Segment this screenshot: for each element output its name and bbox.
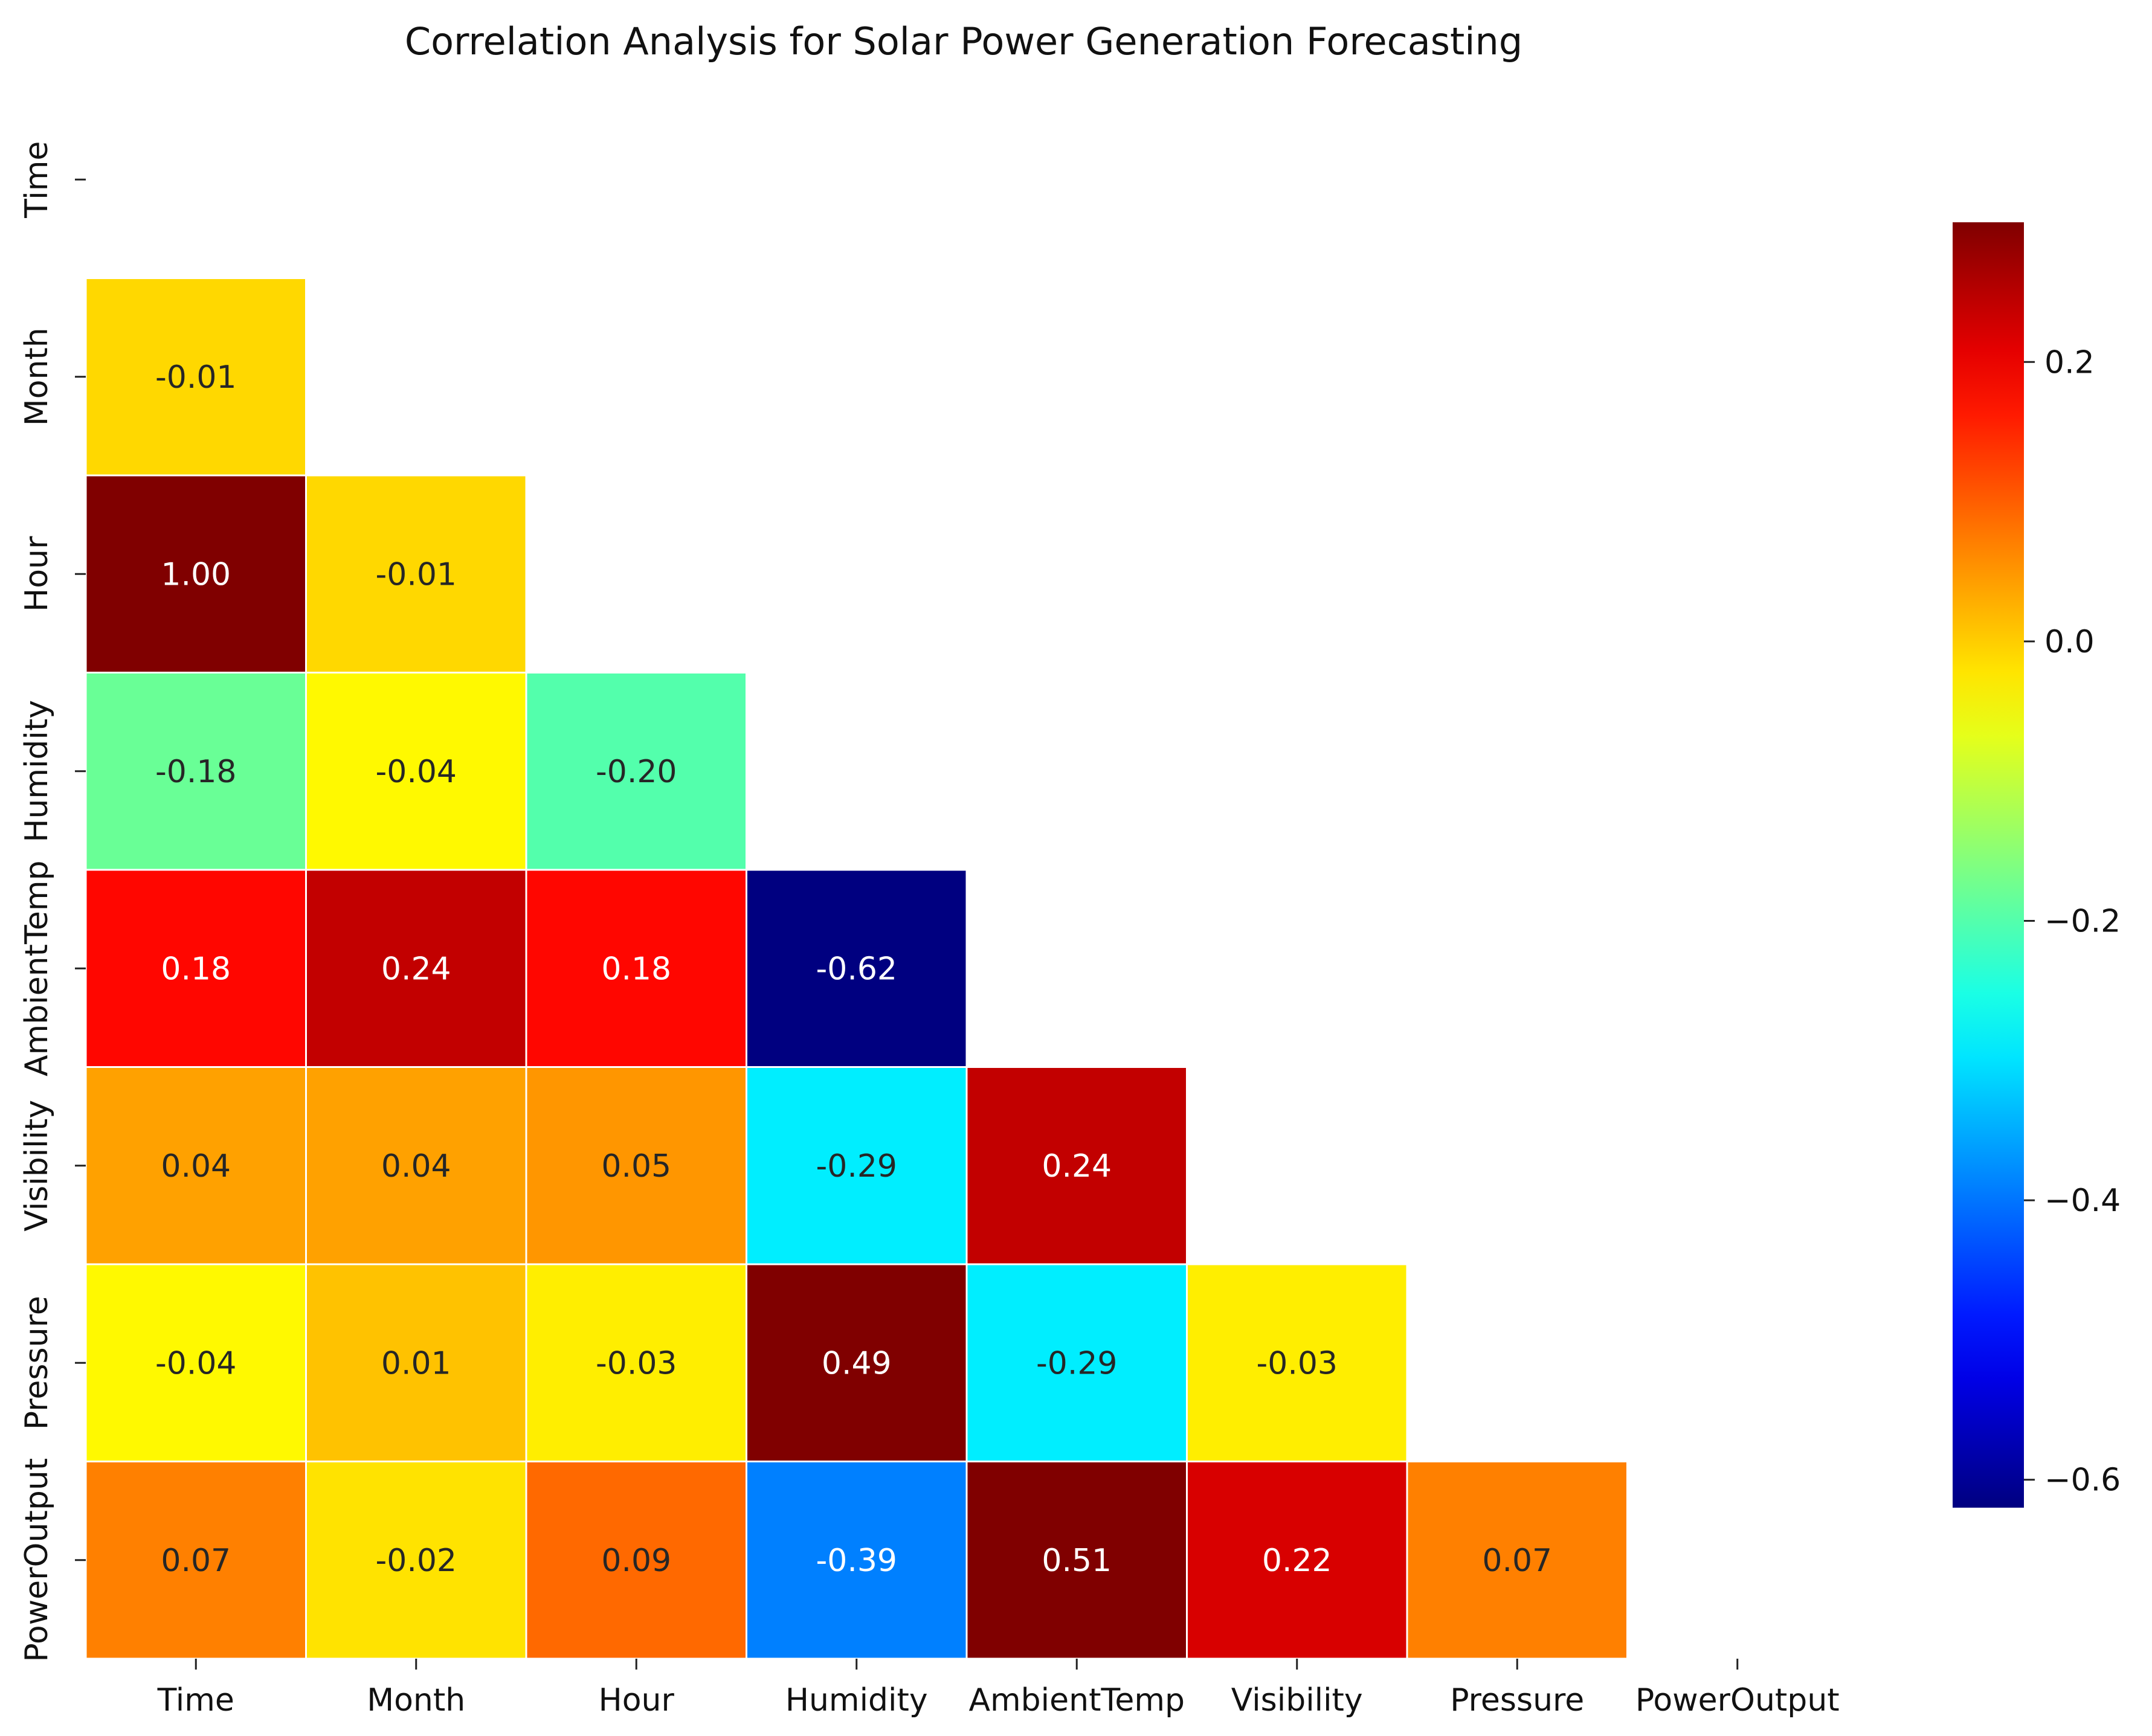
y-tick-label-ambienttemp: AmbientTemp (19, 860, 55, 1076)
cell-value-label: 0.05 (601, 1148, 671, 1185)
cell-value-label: 0.22 (1262, 1543, 1332, 1579)
cell-value-label: 0.04 (161, 1148, 231, 1185)
cell-value-label: -0.01 (155, 359, 237, 396)
x-axis: Time Month Hour Humidity AmbientTemp Visibili… (157, 1659, 1840, 1718)
cell-value-label: -0.04 (155, 1345, 237, 1381)
colorbar-tick-label: 0.2 (2044, 344, 2095, 381)
cell-value-label: -0.04 (375, 754, 457, 790)
y-tick-label-time: Time (19, 141, 55, 219)
heatmap-cell-visibility-ambienttemp (965, 1066, 1188, 1265)
y-tick-label-hour: Hour (19, 536, 55, 612)
heatmap-cell-month-time (85, 277, 307, 477)
heatmap-cell-humidity-time (85, 672, 307, 871)
heatmap-cell-pressure-visibility (1186, 1263, 1408, 1462)
cell-value-label: 0.01 (381, 1345, 451, 1381)
cell-value-label: 1.00 (161, 556, 231, 593)
cell-value-label: 0.09 (601, 1543, 671, 1579)
cell-value-label: 0.07 (1482, 1543, 1552, 1579)
cell-value-label: 0.24 (381, 951, 451, 987)
colorbar-tick-label: −0.6 (2044, 1462, 2121, 1499)
cell-value-label: -0.01 (375, 556, 457, 593)
heatmap-cell-humidity-hour (525, 672, 747, 871)
heatmap-cells: -0.01 1.00 -0.01 -0.18 -0.04 -0.20 0.18 0.24 0.1… (85, 277, 1628, 1660)
cell-value-label: 0.04 (381, 1148, 451, 1185)
cell-value-label: -0.39 (816, 1543, 897, 1579)
y-tick-label-visibility: Visibility (19, 1100, 55, 1232)
cell-value-label: 0.07 (161, 1543, 231, 1579)
x-tick-label-humidity: Humidity (785, 1682, 928, 1718)
x-tick-label-hour: Hour (599, 1682, 675, 1718)
heatmap-cell-poweroutput-time (85, 1461, 307, 1660)
cell-value-label: 0.49 (822, 1345, 892, 1381)
heatmap-cell-pressure-hour (525, 1263, 747, 1462)
y-tick-label-pressure: Pressure (19, 1296, 55, 1430)
heatmap-cell-pressure-ambienttemp (965, 1263, 1188, 1462)
cell-value-label: -0.62 (816, 951, 897, 987)
heatmap-cell-ambienttemp-humidity (746, 869, 968, 1068)
cell-value-label: -0.29 (816, 1148, 897, 1185)
y-tick-label-month: Month (19, 327, 55, 426)
x-tick-label-poweroutput: PowerOutput (1635, 1682, 1840, 1718)
heatmap-cell-ambienttemp-hour (525, 869, 747, 1068)
y-tick-label-poweroutput: PowerOutput (19, 1458, 55, 1662)
cell-value-label: -0.20 (596, 754, 677, 790)
colorbar-gradient (1953, 222, 2024, 1508)
heatmap-cell-visibility-time (85, 1066, 307, 1265)
heatmap-cell-poweroutput-humidity (746, 1461, 968, 1660)
x-tick-label-visibility: Visibility (1231, 1682, 1363, 1718)
heatmap-cell-pressure-month (305, 1263, 527, 1462)
x-tick-label-ambienttemp: AmbientTemp (968, 1682, 1185, 1718)
colorbar: 0.2 0.0 −0.2 −0.4 −0.6 (1953, 222, 2121, 1508)
heatmap-cell-visibility-hour (525, 1066, 747, 1265)
colorbar-tick-label: −0.4 (2044, 1183, 2121, 1219)
heatmap-cell-visibility-humidity (746, 1066, 968, 1265)
heatmap-cell-poweroutput-visibility (1186, 1461, 1408, 1660)
heatmap-cell-visibility-month (305, 1066, 527, 1265)
cell-value-label: 0.18 (601, 951, 671, 987)
colorbar-tick-label: −0.2 (2044, 904, 2121, 940)
cell-value-label: -0.03 (1256, 1345, 1338, 1381)
y-tick-label-humidity: Humidity (19, 700, 55, 843)
heatmap-cell-pressure-time (85, 1263, 307, 1462)
cell-value-label: 0.18 (161, 951, 231, 987)
cell-value-label: -0.02 (375, 1543, 457, 1579)
chart-title: Correlation Analysis for Solar Power Gen… (405, 19, 1522, 63)
cell-value-label: 0.24 (1042, 1148, 1112, 1185)
heatmap-cell-poweroutput-hour (525, 1461, 747, 1660)
x-tick-label-month: Month (367, 1682, 465, 1718)
x-tick-label-pressure: Pressure (1450, 1682, 1584, 1718)
colorbar-tick-label: 0.0 (2044, 624, 2095, 660)
cell-value-label: -0.03 (596, 1345, 677, 1381)
heatmap-cell-poweroutput-pressure (1406, 1461, 1628, 1660)
x-tick-label-time: Time (157, 1682, 234, 1718)
cell-value-label: -0.18 (155, 754, 237, 790)
cell-value-label: 0.51 (1042, 1543, 1112, 1579)
y-axis: Time Month Hour Humidity AmbientTemp Visibili… (19, 141, 86, 1662)
heatmap-cell-humidity-month (305, 672, 527, 871)
heatmap-cell-ambienttemp-month (305, 869, 527, 1068)
cell-value-label: -0.29 (1036, 1345, 1118, 1381)
